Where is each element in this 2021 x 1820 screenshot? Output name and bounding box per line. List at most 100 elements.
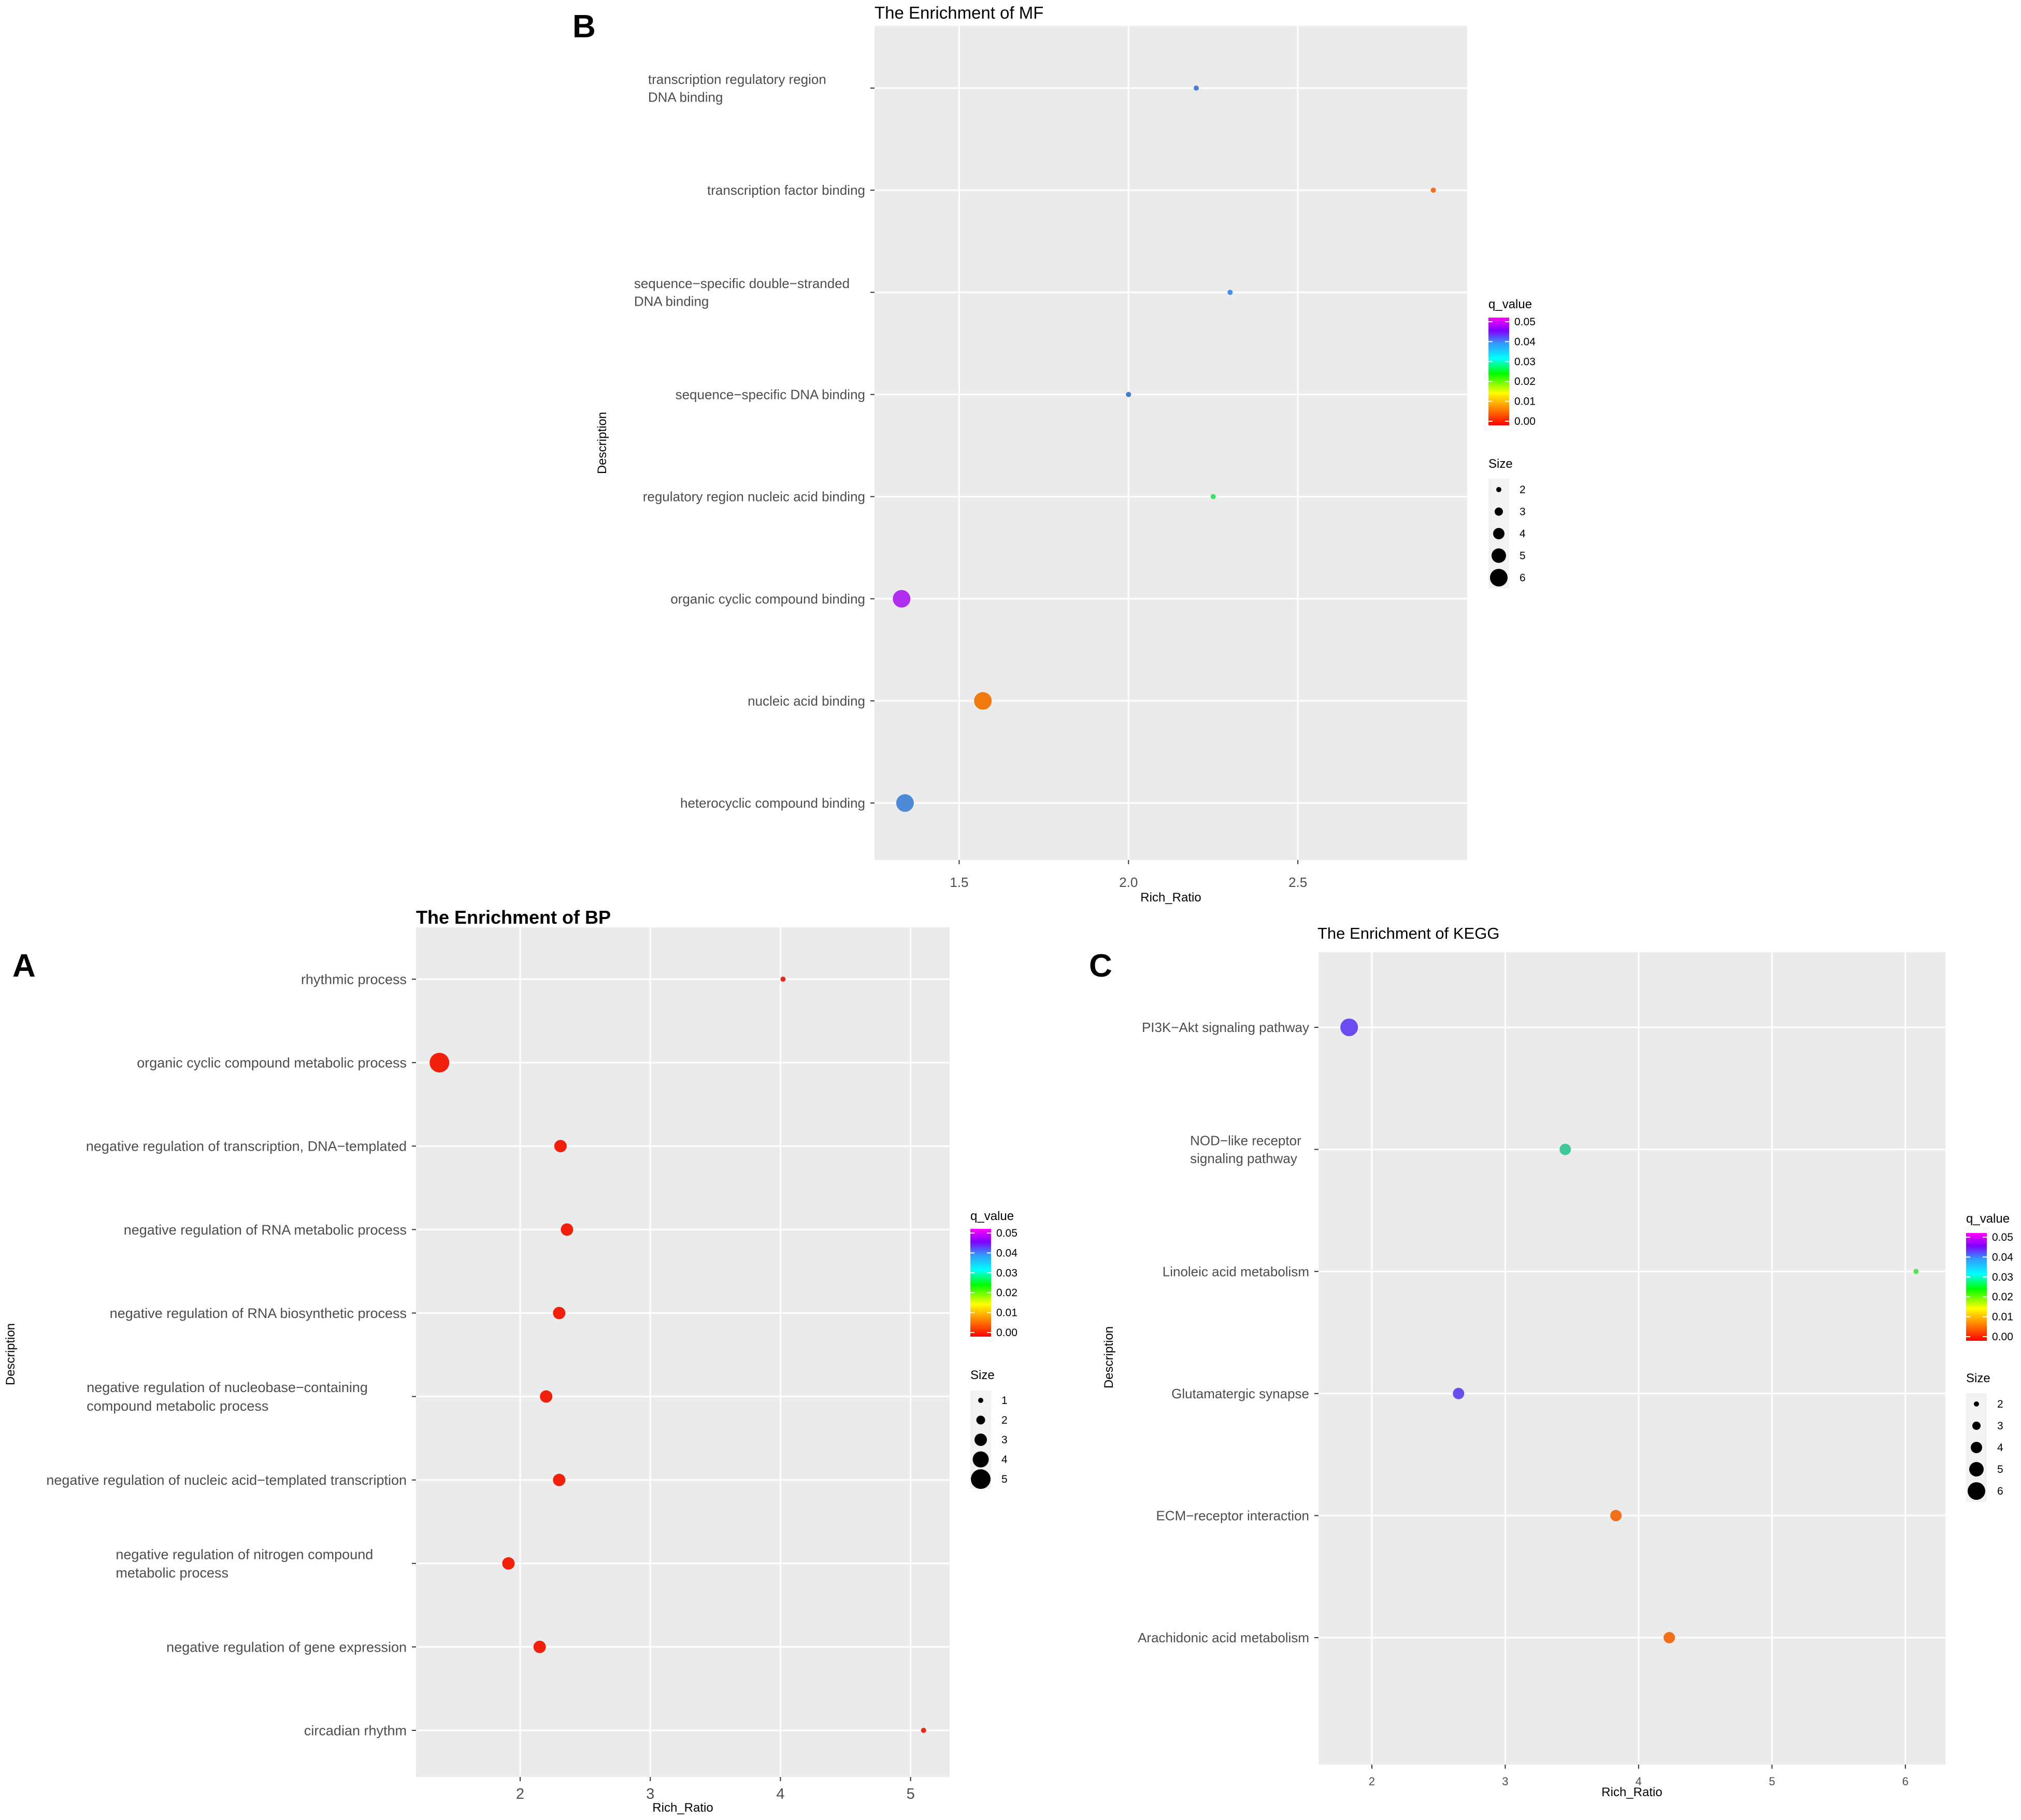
color-legend-label: 0.03 (996, 1267, 1017, 1279)
color-legend-bar (1488, 318, 1509, 425)
x-tick-label: 6 (1902, 1775, 1909, 1788)
size-legend-label: 5 (1997, 1464, 2003, 1475)
size-legend-dot (1968, 1482, 1985, 1500)
category-label: negative regulation of transcription, DN… (86, 1139, 407, 1154)
size-legend-dot (1974, 1401, 1979, 1407)
size-legend-title: Size (1966, 1371, 1990, 1385)
category-label: negative regulation of RNA metabolic pro… (124, 1222, 407, 1238)
category-label: organic cyclic compound binding (670, 591, 865, 607)
x-tick-label: 4 (776, 1786, 784, 1802)
data-point (1559, 1143, 1571, 1155)
color-legend-label: 0.04 (1992, 1251, 2013, 1263)
color-legend-title: q_value (1488, 297, 1532, 311)
data-point (502, 1557, 515, 1570)
size-legend-dot (971, 1469, 991, 1489)
size-legend-label: 3 (1001, 1434, 1008, 1446)
size-legend-title: Size (1488, 457, 1513, 471)
color-legend-label: 0.05 (1992, 1231, 2013, 1243)
data-point (1664, 1632, 1675, 1643)
data-point (429, 1053, 450, 1073)
size-legend-dot (978, 1398, 983, 1403)
color-legend-label: 0.01 (996, 1307, 1017, 1319)
size-legend-dot (1971, 1442, 1982, 1453)
size-legend-label: 5 (1520, 550, 1526, 562)
category-label: Glutamatergic synapse (1171, 1386, 1309, 1401)
size-legend-dot (974, 1434, 987, 1446)
panel-kegg: The Enrichment of KEGG 2 3 4 5 6 PI3K−Akt sign… (1102, 924, 2013, 1799)
size-legend-label: 3 (1520, 506, 1526, 518)
data-point (533, 1640, 546, 1653)
size-legend-label: 5 (1001, 1473, 1008, 1485)
color-legend-label: 0.02 (996, 1287, 1017, 1299)
data-point (921, 1728, 926, 1733)
panel-letter-a: A (12, 948, 36, 984)
category-label-line: DNA binding (634, 294, 709, 309)
data-point (540, 1390, 553, 1403)
panel-mf: The Enrichment of MF 1.5 2.0 2.5 transcripti… (595, 3, 1536, 905)
panel-letter-c: C (1089, 948, 1112, 984)
x-tick-label: 5 (1769, 1775, 1775, 1788)
size-legend-label: 2 (1520, 484, 1526, 496)
chart-title: The Enrichment of BP (416, 907, 611, 928)
category-label-line: sequence−specific double−stranded (634, 276, 850, 291)
y-axis-title: Description (4, 1323, 18, 1385)
category-label: regulatory region nucleic acid binding (643, 489, 865, 505)
color-legend-label: 0.03 (1992, 1271, 2013, 1283)
category-label-line: DNA binding (648, 89, 723, 105)
size-legend-label: 2 (1001, 1414, 1008, 1426)
data-point (1340, 1019, 1358, 1036)
chart-title: The Enrichment of KEGG (1317, 924, 1499, 942)
y-axis-title: Description (595, 412, 609, 474)
size-legend-label: 4 (1997, 1442, 2003, 1454)
category-label-line: metabolic process (116, 1565, 228, 1581)
data-point (1430, 188, 1436, 193)
data-point (1227, 290, 1233, 295)
panel-letter-b: B (572, 9, 596, 45)
category-label: negative regulation of RNA biosynthetic … (110, 1306, 407, 1321)
data-point (1210, 494, 1216, 499)
plot-background (875, 26, 1467, 860)
color-legend-bar (1966, 1233, 1987, 1341)
x-tick-label: 2 (1369, 1775, 1375, 1788)
data-point (553, 1307, 566, 1320)
data-point (553, 1473, 566, 1486)
color-legend-bar (970, 1229, 991, 1337)
x-axis-title: Rich_Ratio (1140, 891, 1201, 905)
color-legend-label: 0.00 (1514, 415, 1536, 427)
size-legend-label: 6 (1997, 1485, 2003, 1497)
color-legend-label: 0.04 (1514, 336, 1536, 348)
x-axis-title: Rich_Ratio (652, 1801, 713, 1815)
size-legend-dot (1492, 548, 1506, 563)
data-point (896, 794, 914, 812)
data-point (1194, 85, 1199, 91)
category-label-line: negative regulation of nucleobase−contai… (87, 1380, 368, 1395)
category-label-line: negative regulation of nitrogen compound (116, 1546, 373, 1562)
color-legend-label: 0.03 (1514, 356, 1536, 368)
category-label: heterocyclic compound binding (680, 795, 865, 811)
category-label-line: signaling pathway (1190, 1151, 1297, 1166)
data-point (554, 1140, 567, 1153)
size-legend-label: 6 (1520, 572, 1526, 584)
size-legend-dot (972, 1451, 989, 1468)
size-legend-dot (976, 1415, 985, 1425)
x-tick-label: 3 (646, 1786, 654, 1802)
x-tick-label: 4 (1636, 1775, 1642, 1788)
category-label: negative regulation of gene expression (166, 1639, 407, 1655)
category-label: negative regulation of nucleic acid−temp… (46, 1472, 407, 1488)
y-axis-title: Description (1102, 1326, 1116, 1388)
data-point (780, 977, 786, 982)
size-legend-label: 4 (1520, 528, 1526, 540)
category-label-line: compound metabolic process (87, 1398, 268, 1414)
category-label: Linoleic acid metabolism (1163, 1264, 1309, 1279)
category-label-line: NOD−like receptor (1190, 1133, 1301, 1149)
size-legend-dot (1493, 528, 1504, 539)
x-tick-label: 5 (907, 1786, 915, 1802)
color-legend-label: 0.05 (996, 1227, 1017, 1239)
size-legend-dot (1969, 1462, 1984, 1477)
color-legend-title: q_value (970, 1209, 1014, 1223)
x-tick-label: 3 (1502, 1775, 1508, 1788)
size-legend-dot (1495, 507, 1503, 516)
size-legend-dot (1496, 487, 1501, 492)
color-legend-label: 0.00 (996, 1327, 1017, 1339)
